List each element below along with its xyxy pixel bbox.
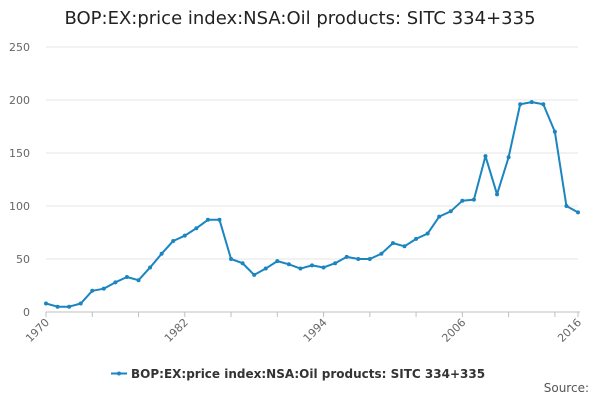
data-point-1972[interactable] [67,304,72,309]
data-point-1975[interactable] [101,286,106,291]
data-point-2002[interactable] [414,236,419,241]
legend-label[interactable]: BOP:EX:price index:NSA:Oil products: SIT… [131,367,485,381]
y-axis-ticks: 0 50 100 150 200 250 [9,41,30,319]
gridlines [46,46,578,260]
y-tick-label-250: 250 [9,41,30,54]
data-point-1971[interactable] [55,304,60,309]
data-point-1977[interactable] [124,275,129,280]
data-point-2007[interactable] [471,197,476,202]
data-point-2008[interactable] [483,154,488,159]
data-point-1987[interactable] [240,261,245,266]
data-point-1995[interactable] [333,261,338,266]
data-point-1988[interactable] [252,272,257,277]
data-point-1989[interactable] [263,266,268,271]
source-label: Source: [543,381,589,395]
data-point-2016[interactable] [576,210,580,215]
data-point-2012[interactable] [529,100,534,105]
y-tick-label-150: 150 [9,147,30,160]
data-point-1983[interactable] [194,226,199,231]
data-point-1997[interactable] [356,257,361,261]
y-tick-label-100: 100 [9,200,30,213]
chart-title: BOP:EX:price index:NSA:Oil products: SIT… [64,8,536,29]
x-tick-label-2016: 2016 [555,316,584,345]
data-point-1980[interactable] [159,251,164,256]
data-point-1999[interactable] [379,251,384,256]
data-point-2015[interactable] [564,204,569,208]
data-point-1984[interactable] [205,217,210,222]
data-point-2011[interactable] [518,102,523,107]
data-point-1973[interactable] [78,301,83,306]
data-point-1976[interactable] [113,280,118,285]
data-point-1986[interactable] [229,257,234,261]
data-point-2000[interactable] [390,241,395,246]
data-point-1982[interactable] [182,233,187,238]
data-point-2003[interactable] [425,231,430,236]
data-point-1990[interactable] [275,259,280,264]
series-layer [44,100,580,309]
x-tick-label-1970: 1970 [23,316,52,345]
data-point-1998[interactable] [367,257,372,261]
data-point-2010[interactable] [506,155,511,160]
legend-point-marker [117,371,121,376]
x-tick-label-2006: 2006 [439,316,468,345]
data-point-2001[interactable] [402,244,407,249]
data-point-2009[interactable] [495,192,500,197]
data-point-2006[interactable] [460,198,465,203]
y-tick-label-50: 50 [16,253,30,266]
x-tick-label-1994: 1994 [301,316,330,345]
data-point-1985[interactable] [217,217,222,222]
axes [45,311,580,317]
y-tick-label-0: 0 [23,306,30,319]
data-point-1994[interactable] [321,265,326,270]
data-point-1979[interactable] [148,265,153,270]
data-point-2005[interactable] [448,209,453,214]
y-tick-label-200: 200 [9,94,30,107]
x-axis-ticks: 1970 1982 1994 2006 2016 [23,316,584,345]
data-point-1970[interactable] [44,301,48,306]
legend[interactable]: BOP:EX:price index:NSA:Oil products: SIT… [111,367,485,381]
data-point-1992[interactable] [298,266,303,271]
data-point-1978[interactable] [136,278,141,283]
data-point-1996[interactable] [344,254,349,259]
data-point-1981[interactable] [171,238,176,243]
x-tick-label-1982: 1982 [162,316,191,345]
data-point-2014[interactable] [552,129,557,134]
data-point-2013[interactable] [541,102,546,107]
data-point-2004[interactable] [437,214,442,219]
data-point-1991[interactable] [286,262,291,267]
data-point-1993[interactable] [310,263,314,268]
data-point-1974[interactable] [90,288,95,293]
